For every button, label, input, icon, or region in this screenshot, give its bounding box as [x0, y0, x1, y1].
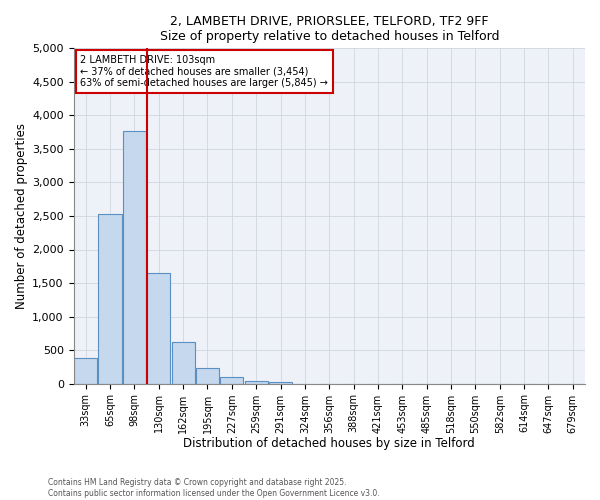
Bar [196, 368, 219, 384]
Bar [220, 376, 244, 384]
X-axis label: Distribution of detached houses by size in Telford: Distribution of detached houses by size … [184, 437, 475, 450]
Bar [172, 342, 194, 384]
Bar [269, 382, 292, 384]
Bar [245, 380, 268, 384]
Title: 2, LAMBETH DRIVE, PRIORSLEE, TELFORD, TF2 9FF
Size of property relative to detac: 2, LAMBETH DRIVE, PRIORSLEE, TELFORD, TF… [160, 15, 499, 43]
Y-axis label: Number of detached properties: Number of detached properties [15, 123, 28, 309]
Bar [147, 273, 170, 384]
Bar [74, 358, 97, 384]
Text: Contains HM Land Registry data © Crown copyright and database right 2025.
Contai: Contains HM Land Registry data © Crown c… [48, 478, 380, 498]
Text: 2 LAMBETH DRIVE: 103sqm
← 37% of detached houses are smaller (3,454)
63% of semi: 2 LAMBETH DRIVE: 103sqm ← 37% of detache… [80, 56, 328, 88]
Bar [98, 214, 122, 384]
Bar [123, 132, 146, 384]
